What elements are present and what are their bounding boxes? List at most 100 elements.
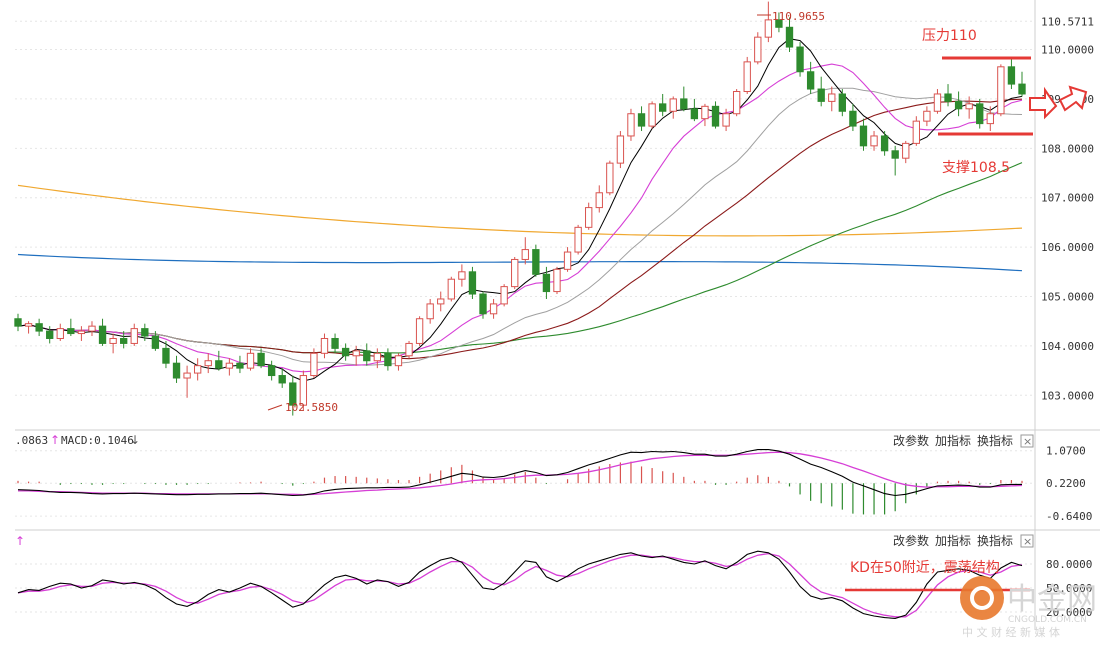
macd-dif-line: [17, 449, 1022, 497]
candle: [236, 355, 244, 374]
support-text: 支撑108.5: [942, 160, 1010, 176]
candle: [299, 370, 308, 411]
candle-body: [669, 98, 677, 112]
candle: [563, 247, 572, 272]
candles: [14, 1, 1026, 416]
candle-body: [637, 113, 646, 127]
candle-body: [912, 120, 920, 144]
kd-add-indicator-button[interactable]: 加指标: [935, 533, 971, 548]
candle-body: [394, 355, 403, 367]
candle: [193, 358, 202, 381]
candle: [67, 318, 75, 337]
candle-body: [458, 271, 466, 280]
candle-body: [363, 350, 371, 362]
candle-body: [183, 372, 191, 379]
price-tick-label: 110.5711: [1041, 15, 1094, 28]
candle: [1007, 59, 1016, 90]
price-gridlines: [15, 20, 1035, 396]
candle: [669, 96, 677, 119]
candle-body: [976, 103, 984, 125]
candle-body: [764, 19, 773, 38]
candle-body: [236, 362, 244, 369]
candle-body: [67, 328, 75, 335]
watermark-url: CNGOLD.COM.CN: [1008, 615, 1087, 625]
candle: [574, 224, 582, 255]
candle-body: [225, 362, 234, 369]
candle: [225, 358, 234, 376]
candle: [806, 61, 815, 94]
candle-body: [616, 135, 625, 164]
kd-close-icon: ×: [1023, 535, 1032, 548]
candle-body: [310, 352, 318, 377]
high-label: 110.9655: [772, 10, 825, 23]
macd-tick-label: 0.2200: [1046, 477, 1086, 490]
candle-body: [574, 226, 582, 253]
macd-legend-prefix: .0863: [15, 434, 48, 447]
kd-switch-indicator-button[interactable]: 换指标: [977, 533, 1013, 548]
macd-switch-indicator-button[interactable]: 换指标: [977, 433, 1013, 448]
candle-body: [437, 298, 445, 305]
candle: [817, 76, 825, 107]
candle-body: [954, 100, 963, 110]
candle-body: [965, 103, 973, 110]
candle: [56, 323, 64, 341]
candle: [606, 160, 614, 196]
macd-up-arrow-icon: ↑: [50, 433, 60, 447]
arrow-up-right-icon: [1058, 85, 1088, 112]
candle-body: [289, 382, 297, 406]
candle-body: [627, 113, 635, 137]
candle: [595, 185, 603, 213]
macd-tick-label: 1.0700: [1046, 445, 1086, 458]
candle: [912, 116, 920, 146]
candle: [141, 323, 149, 341]
candle-body: [246, 352, 255, 369]
macd-dea-line: [18, 451, 1023, 496]
candle: [542, 266, 551, 299]
candle: [838, 89, 847, 117]
candle: [331, 333, 339, 354]
candle-body: [542, 273, 551, 293]
candle: [902, 140, 910, 164]
candle: [88, 321, 96, 337]
moving-average-lines: [17, 38, 1023, 382]
kd-close-button[interactable]: [1020, 534, 1034, 548]
candle: [659, 93, 667, 117]
candle-body: [162, 347, 170, 364]
candle: [479, 291, 487, 319]
candle-body: [859, 125, 868, 147]
macd-add-indicator-button[interactable]: 加指标: [935, 433, 971, 448]
candle: [257, 348, 265, 369]
price-annotations: 110.9655 102.5850 压力110 支撑108.5: [267, 10, 1088, 414]
candle-body: [331, 337, 339, 349]
candle: [690, 98, 699, 122]
candle-body: [732, 91, 741, 115]
candle: [764, 1, 773, 43]
resistance-text: 压力110: [922, 28, 977, 44]
candle: [363, 343, 371, 366]
candle: [722, 108, 730, 132]
candle: [828, 86, 836, 112]
kd-tick-label: 20.0000: [1046, 606, 1092, 619]
price-tick-label: 110.0000: [1041, 44, 1094, 57]
candle-body: [521, 249, 529, 260]
candle: [437, 291, 445, 312]
candle-body: [500, 286, 508, 305]
candle-body: [902, 142, 910, 159]
candle-body: [415, 318, 424, 344]
watermark-brand: 中金网: [1007, 582, 1097, 617]
macd-close-button[interactable]: [1020, 434, 1034, 448]
candle: [278, 368, 286, 388]
candle-body: [204, 360, 212, 367]
ma-orange-line: [17, 184, 1023, 237]
candle-body: [215, 360, 223, 369]
candle: [204, 353, 212, 374]
macd-change-params-button[interactable]: 改参数: [893, 433, 929, 448]
candle-body: [489, 303, 498, 315]
candle: [511, 256, 519, 290]
candle: [500, 284, 508, 307]
candle: [743, 56, 751, 94]
kd-change-params-button[interactable]: 改参数: [893, 533, 929, 548]
candle-body: [479, 293, 487, 315]
candle: [215, 350, 223, 371]
